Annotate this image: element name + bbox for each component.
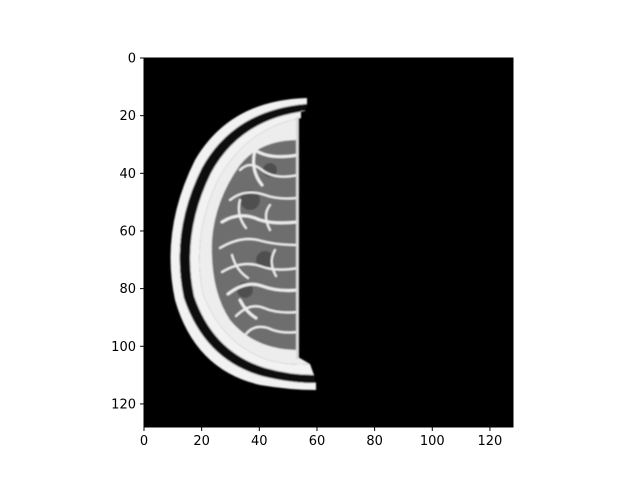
y-tick-label: 60 [119,224,136,239]
x-tick-label: 60 [309,434,326,449]
cut-edge [296,117,299,359]
sulcus [230,253,250,280]
sulcus [238,298,258,320]
y-axis-ticks: 0 20 40 60 80 100 120 [111,52,144,412]
x-axis-ticks: 0 20 40 60 80 100 120 [140,427,502,449]
x-tick-label: 0 [140,434,148,449]
sulcus [220,262,298,274]
sulcus [237,198,248,230]
sulcus [270,248,278,278]
axes-frame [143,57,514,428]
x-tick-label: 40 [251,434,268,449]
sulcus [234,305,298,318]
tissue-patch [240,190,260,210]
brain-tissue [211,140,298,350]
y-tick-label: 80 [119,282,136,297]
x-tick-label: 20 [193,434,210,449]
sulcus [244,325,298,336]
y-tick-label: 100 [111,340,136,355]
tissue-patch [256,251,274,269]
sulcus [220,214,298,225]
y-tick-label: 40 [119,167,136,182]
sulcus [228,191,298,202]
sulcus [264,203,272,232]
sulcus [252,148,264,187]
mri-slice [170,98,316,390]
x-tick-label: 100 [420,434,445,449]
sulcus [253,148,298,159]
y-tick-label: 120 [111,397,136,412]
y-tick-label: 0 [128,52,136,67]
y-tick-label: 20 [119,109,136,124]
x-tick-label: 80 [366,434,383,449]
sulcus [238,163,298,178]
sulci [218,148,298,336]
sulcus [218,237,298,250]
x-tick-label: 120 [478,434,503,449]
sulcus [226,282,298,296]
